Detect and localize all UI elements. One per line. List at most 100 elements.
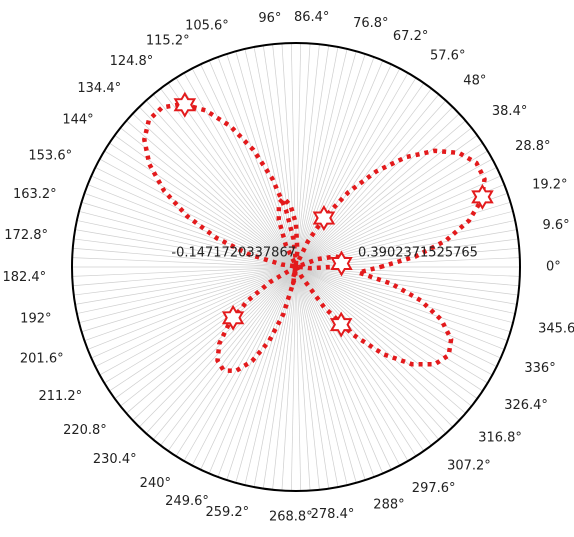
series-marker xyxy=(221,304,245,331)
theta-gridline xyxy=(145,100,297,268)
theta-tick-label: 345.6° xyxy=(538,322,574,337)
theta-gridline xyxy=(87,184,297,268)
theta-gridline xyxy=(295,266,375,478)
theta-gridline xyxy=(73,266,297,296)
theta-gridline xyxy=(175,266,297,457)
theta-gridline xyxy=(84,193,297,268)
theta-tick-label: 67.2° xyxy=(393,29,428,44)
theta-tick-label: 115.2° xyxy=(146,33,190,48)
theta-gridline xyxy=(295,266,366,481)
theta-gridline xyxy=(295,94,440,268)
theta-tick-label: 182.4° xyxy=(2,270,46,285)
theta-tick-label: 240° xyxy=(140,476,171,491)
theta-gridline xyxy=(81,266,297,333)
theta-gridline xyxy=(109,266,297,392)
theta-gridline xyxy=(295,56,375,268)
theta-gridline xyxy=(295,266,511,333)
theta-tick-label: 278.4° xyxy=(311,507,355,522)
theta-gridline xyxy=(295,266,493,376)
theta-gridline xyxy=(295,53,366,268)
theta-gridline xyxy=(295,167,497,268)
theta-gridline xyxy=(272,266,297,490)
theta-gridline xyxy=(295,266,472,407)
theta-tick-label: 0° xyxy=(546,260,561,275)
theta-gridline xyxy=(295,266,501,359)
theta-gridline xyxy=(183,266,297,462)
theta-tick-label: 28.8° xyxy=(515,139,550,154)
theta-gridline xyxy=(295,77,417,268)
theta-gridline xyxy=(295,266,401,466)
theta-gridline xyxy=(114,266,297,399)
theta-gridline xyxy=(295,266,488,384)
theta-gridline xyxy=(75,266,297,305)
theta-gridline xyxy=(126,120,297,268)
theta-gridline xyxy=(72,257,297,268)
theta-gridline xyxy=(295,238,519,268)
theta-gridline xyxy=(295,175,501,268)
theta-gridline xyxy=(244,266,297,486)
theta-gridline xyxy=(295,266,497,367)
theta-tick-label: 201.6° xyxy=(20,352,64,367)
theta-gridline xyxy=(295,266,520,287)
theta-gridline xyxy=(295,266,508,341)
series-marker xyxy=(471,183,494,210)
theta-gridline xyxy=(295,266,519,296)
theta-gridline xyxy=(217,266,297,478)
theta-gridline xyxy=(295,113,460,268)
theta-gridline xyxy=(295,45,330,268)
theta-gridline xyxy=(167,82,297,268)
theta-gridline xyxy=(295,266,505,350)
theta-gridlines xyxy=(72,43,520,491)
theta-gridline xyxy=(104,150,297,268)
theta-gridline xyxy=(295,43,311,268)
theta-tick-label: 211.2° xyxy=(38,389,82,404)
theta-gridline xyxy=(290,266,297,491)
theta-gridline xyxy=(295,266,357,483)
theta-tick-label: 124.8° xyxy=(110,54,154,69)
theta-gridline xyxy=(126,266,297,414)
theta-gridline xyxy=(139,266,297,428)
theta-gridline xyxy=(87,266,297,350)
theta-gridline xyxy=(281,43,297,268)
theta-gridline xyxy=(160,88,297,268)
series-marker xyxy=(330,250,353,277)
theta-tick-labels: 0° 9.6° 19.2° 28.8° 38.4° 48° 57.6°67.2° 76.8° 8… xyxy=(2,10,574,524)
series-marker xyxy=(329,311,353,338)
theta-gridline xyxy=(295,266,320,490)
theta-gridline xyxy=(73,238,297,268)
theta-gridline xyxy=(95,266,297,367)
theta-gridline xyxy=(72,266,297,277)
theta-gridline xyxy=(132,113,297,268)
theta-gridline xyxy=(120,266,297,407)
theta-gridline xyxy=(75,229,297,268)
theta-gridline xyxy=(191,266,297,466)
theta-gridline xyxy=(295,266,339,488)
r-tick-label: 0.3902371525765 xyxy=(358,246,478,261)
theta-gridline xyxy=(120,127,297,268)
theta-gridline xyxy=(295,266,409,462)
theta-gridline xyxy=(295,51,357,268)
theta-gridline xyxy=(91,266,297,359)
theta-gridline xyxy=(295,43,302,268)
theta-gridline xyxy=(295,82,425,268)
theta-gridline xyxy=(200,64,297,268)
theta-gridline xyxy=(109,142,297,268)
theta-gridline xyxy=(208,60,297,268)
theta-gridline xyxy=(76,220,297,268)
theta-gridline xyxy=(295,60,384,268)
theta-gridline xyxy=(152,94,297,268)
theta-gridline xyxy=(152,266,297,440)
series-line xyxy=(142,101,487,374)
theta-tick-label: 163.2° xyxy=(13,187,57,202)
theta-gridline xyxy=(226,53,297,268)
r-tick-label: -0.1471720337867 xyxy=(171,246,296,261)
theta-tick-label: 249.6° xyxy=(165,494,209,509)
theta-gridline xyxy=(295,266,517,305)
series-marker xyxy=(312,205,336,231)
theta-gridline xyxy=(95,167,297,268)
theta-gridline xyxy=(295,266,384,474)
theta-gridline xyxy=(295,266,460,421)
theta-tick-label: 153.6° xyxy=(28,148,72,163)
theta-gridline xyxy=(295,64,392,268)
